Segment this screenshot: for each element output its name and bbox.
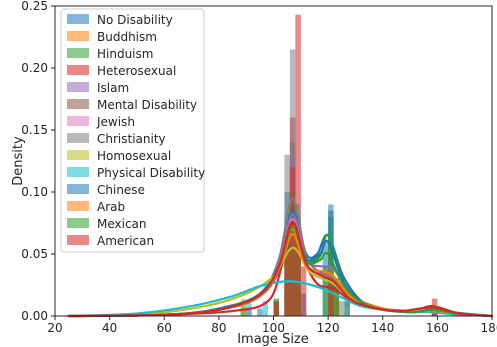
y-axis-label: Density [11, 136, 26, 186]
legend-label: Islam [97, 81, 129, 95]
x-tick-label: 160 [426, 321, 449, 335]
legend-label: American [97, 234, 154, 248]
legend-swatch [67, 150, 89, 160]
histogram-bar [300, 266, 307, 316]
legend-swatch [67, 82, 89, 92]
histogram-bar [257, 308, 263, 316]
histogram-bar [328, 278, 334, 316]
x-tick-label: 40 [102, 321, 117, 335]
x-axis: 20 40 60 80 100 120 140 160 180 [47, 316, 497, 335]
legend-label: Homosexual [97, 149, 171, 163]
legend-label: Buddhism [97, 30, 157, 44]
legend-label: Hinduism [97, 47, 153, 61]
legend-label: Christianity [97, 132, 166, 146]
y-tick-label: 0.15 [21, 123, 48, 137]
legend-frame [60, 8, 205, 253]
legend-swatch [67, 14, 89, 24]
histogram-bar [333, 278, 340, 316]
legend-swatch [67, 48, 89, 58]
legend-label: Mexican [97, 217, 147, 231]
legend-swatch [67, 201, 89, 211]
histogram-bar [295, 14, 301, 317]
y-tick-label: 0.10 [21, 185, 48, 199]
legend-swatch [67, 116, 89, 126]
kde-line-9 [67, 280, 494, 318]
histogram-bar [262, 301, 269, 316]
legend-swatch [67, 31, 89, 41]
histogram-bar [240, 298, 247, 316]
histogram-bar [339, 301, 345, 316]
legend-swatch [67, 218, 89, 228]
y-tick-label: 0.20 [21, 61, 48, 75]
legend-label: Heterosexual [97, 64, 176, 78]
legend-label: Jewish [96, 115, 135, 129]
legend-swatch [67, 235, 89, 245]
histogram-bar [295, 241, 301, 316]
legend-label: No Disability [97, 13, 173, 27]
histogram-bar [273, 301, 279, 316]
legend-label: Chinese [97, 183, 145, 197]
legend-label: Physical Disability [97, 166, 205, 180]
x-tick-label: 20 [47, 321, 62, 335]
x-tick-label: 140 [371, 321, 394, 335]
legend-label: Arab [97, 200, 125, 214]
y-tick-label: 0.05 [21, 247, 48, 261]
x-tick-label: 60 [157, 321, 172, 335]
legend-label: Mental Disability [97, 98, 197, 112]
series-bars-1 [246, 179, 438, 316]
histogram-bar [322, 266, 329, 316]
y-tick-label: 0.25 [21, 0, 48, 13]
y-tick-label: 0.00 [21, 309, 48, 323]
legend: No Disability Buddhism Hinduism Heterosexua… [60, 8, 205, 253]
x-axis-label: Image Size [237, 332, 309, 347]
y-axis: 0.00 0.05 0.10 0.15 0.20 0.25 [21, 0, 55, 323]
legend-swatch [67, 65, 89, 75]
x-tick-label: 80 [211, 321, 226, 335]
histogram-bar [289, 167, 296, 316]
legend-swatch [67, 99, 89, 109]
histogram-bar [344, 301, 350, 316]
kde-line-13 [67, 220, 494, 318]
x-tick-label: 120 [317, 321, 340, 335]
x-tick-label: 180 [481, 321, 497, 335]
legend-swatch [67, 133, 89, 143]
legend-swatch [67, 167, 89, 177]
kde-curves [67, 197, 494, 318]
legend-swatch [67, 184, 89, 194]
x-tick-label: 100 [262, 321, 285, 335]
histogram-bar [284, 241, 290, 316]
